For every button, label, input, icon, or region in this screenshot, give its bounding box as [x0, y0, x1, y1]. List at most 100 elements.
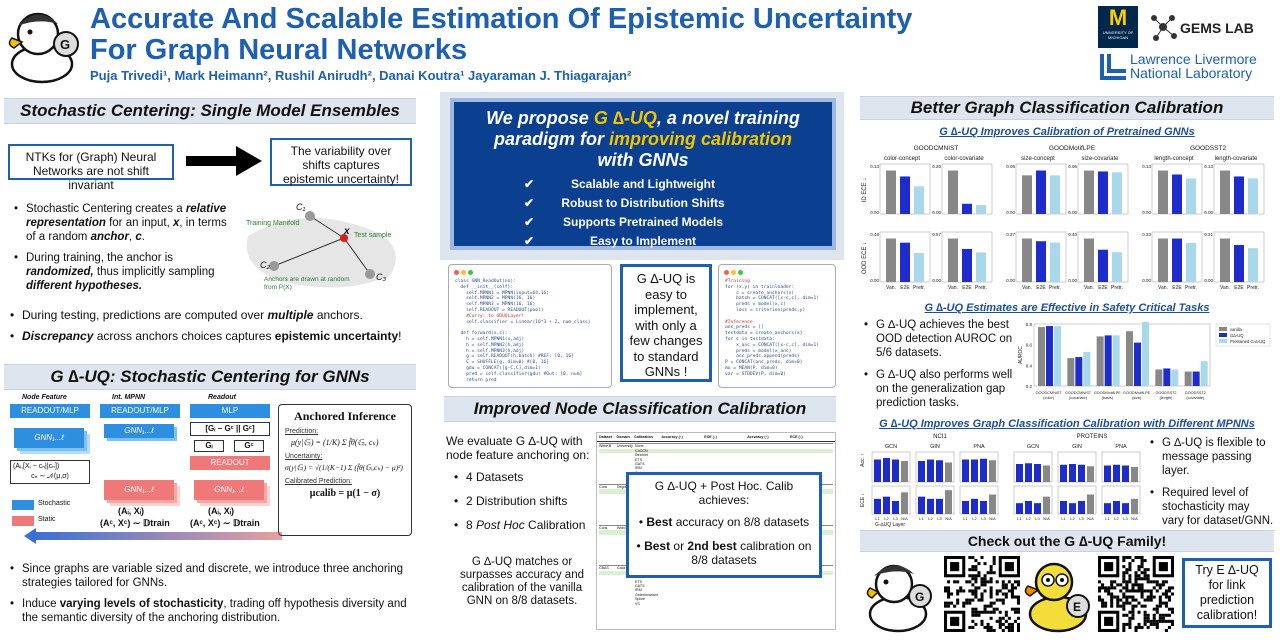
- qr-module: [1013, 610, 1017, 614]
- qr-module: [950, 592, 954, 596]
- y-tick-label: 0.37: [1006, 232, 1015, 237]
- y-tick-label: 0.40: [1068, 232, 1077, 237]
- qr-module: [1152, 595, 1156, 599]
- chart-group-title: GOODMotifLPE: [1049, 145, 1096, 152]
- qr-module: [1134, 625, 1138, 629]
- table-cell-domain: Degree: [617, 485, 629, 490]
- qr-module: [1007, 589, 1011, 593]
- qr-module: [1125, 622, 1129, 626]
- umich-logo: M UNIVERSITY OF MICHIGAN: [1098, 6, 1138, 48]
- hero-box: We propose G ∆-UQ, a novel training para…: [450, 98, 836, 250]
- inference-uncertainty-label: Uncertainty:: [285, 453, 323, 460]
- gradient-arrow: [32, 532, 282, 540]
- code-line: C = SHUFFLE(g, dim=0) #[0, 16]: [455, 360, 550, 366]
- umich-m: M: [1108, 5, 1128, 30]
- qr-module: [1137, 625, 1141, 629]
- mpnn-ece-bar: [1113, 501, 1120, 514]
- legend-static-swatch: [12, 516, 34, 526]
- qr-module: [998, 622, 1002, 626]
- qr-module: [1140, 589, 1144, 593]
- y-tick-label: 0.2: [1026, 384, 1033, 389]
- x-tick-label: L3: [1079, 516, 1084, 521]
- auroc-bar: [1200, 361, 1208, 386]
- mpnn-bullet-flexible: G ∆-UQ is flexible to message passing la…: [1148, 436, 1274, 478]
- qr-module: [1104, 604, 1108, 608]
- qr-module: [1119, 589, 1123, 593]
- mpnn-frame: [915, 485, 955, 515]
- pretrained-ece-charts: GOODCMNIST color-concept 0.13 0.00 0.48 0.00 V…: [860, 140, 1274, 300]
- mpnn-ece-bar: [901, 492, 908, 514]
- y-axis-label-id: ID ECE ↓: [862, 178, 868, 203]
- qr-module: [1107, 592, 1111, 596]
- bullet-stochasticity: Induce varying levels of stochasticity, …: [8, 597, 408, 625]
- table-cell-method: ETS: [635, 579, 642, 584]
- code-line: self.classifier = Linear(16*3 + 2, num_c…: [455, 319, 591, 325]
- qr-module: [980, 580, 984, 584]
- qr-module: [1140, 583, 1144, 587]
- bar-e2e: [962, 248, 972, 282]
- qr-module: [1113, 580, 1117, 584]
- mpnn-acc-bar: [1131, 467, 1138, 482]
- mpnn-x-label: G-∆UQ Layer: [875, 522, 905, 528]
- qr-module: [1155, 589, 1159, 593]
- qr-module: [974, 595, 978, 599]
- qr-code-eduq[interactable]: [1098, 556, 1174, 632]
- qr-module: [1158, 583, 1162, 587]
- chart-group-title: GOODSST2: [1190, 145, 1227, 152]
- qr-module: [986, 571, 990, 575]
- x-tick-label: GOODSST2: [1155, 391, 1176, 395]
- bar-van: [1158, 238, 1168, 282]
- qr-module: [1128, 610, 1132, 614]
- qr-module: [1155, 625, 1159, 629]
- qr-module: [1013, 595, 1017, 599]
- x-tick-label: L2: [972, 516, 977, 521]
- arch-node-feature-label: Node Feature: [22, 394, 67, 401]
- y-tick-label: 0.13: [870, 164, 879, 169]
- legend-swatch: [1219, 333, 1227, 337]
- eval-bullet-shifts: 2 Distribution shifts: [452, 494, 592, 508]
- arch-gnn-2: GNN₁...ℓ: [104, 424, 174, 438]
- qr-module: [1016, 610, 1020, 614]
- table-cell-dataset: Cora: [599, 485, 607, 490]
- qr-module: [1149, 598, 1153, 602]
- qr-module: [983, 604, 987, 608]
- x-tick-label: Pretr.: [1049, 285, 1061, 291]
- qr-module: [1152, 580, 1156, 584]
- qr-module: [989, 595, 993, 599]
- qr-module: [992, 556, 996, 560]
- table-cell-domain: [617, 602, 635, 606]
- subtitle-safety: G ∆-UQ Estimates are Effective in Safety…: [924, 302, 1210, 314]
- qr-module: [1010, 586, 1014, 590]
- qr-module: [980, 556, 984, 560]
- qr-module: [998, 598, 1002, 602]
- table-cell-dataset: [599, 520, 617, 524]
- qr-module: [1131, 589, 1135, 593]
- mpnn-model-title: GIN: [930, 444, 940, 450]
- bar-van: [1022, 175, 1032, 214]
- qr-module: [977, 610, 981, 614]
- mpnn-acc-bar: [945, 462, 952, 482]
- qr-module: [977, 562, 981, 566]
- table-cell-dataset: CBAS: [599, 566, 609, 571]
- llnl-line1: Lawrence Livermore: [1130, 51, 1257, 67]
- qr-module: [1104, 601, 1108, 605]
- code-line: preds = model(x_anc): [725, 348, 792, 354]
- qr-module: [1128, 595, 1132, 599]
- llnl-mark-icon: [1100, 54, 1126, 80]
- qr-module: [1143, 619, 1147, 623]
- qr-module: [989, 571, 993, 575]
- bar-pretr: [1112, 172, 1122, 214]
- qr-module: [1167, 598, 1171, 602]
- mpnn-acc-bar: [1043, 465, 1050, 482]
- qr-module: [1122, 574, 1126, 578]
- qr-module: [1016, 616, 1020, 620]
- mpnn-ece-bar: [989, 494, 996, 514]
- qr-module: [962, 589, 966, 593]
- x-tick-label: L2: [928, 516, 933, 521]
- code-line: self.MPNN3 = MPNN(16, 16): [455, 302, 536, 308]
- qr-code-gduq[interactable]: [944, 556, 1020, 632]
- x-tick-label: GOODCMNIST: [1036, 391, 1063, 395]
- qr-module: [968, 601, 972, 605]
- hero-checklist: ✔ Scalable and Lightweight ✔ Robust to Dist…: [454, 175, 832, 251]
- qr-module: [1128, 619, 1132, 623]
